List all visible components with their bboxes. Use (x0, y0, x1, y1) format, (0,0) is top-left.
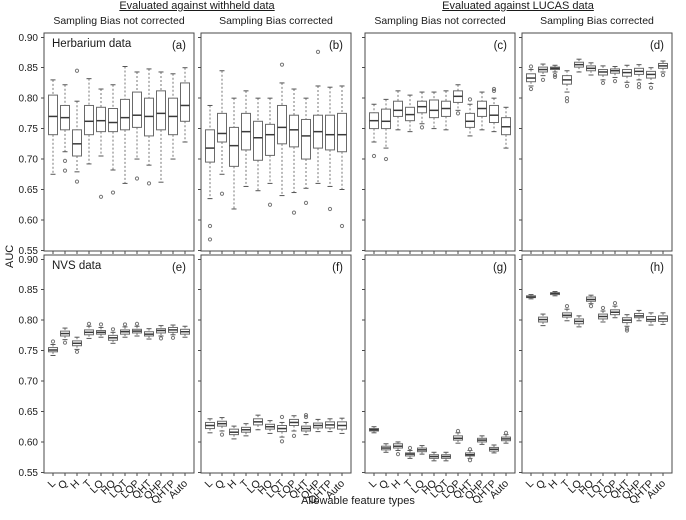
svg-text:H: H (389, 478, 403, 492)
svg-text:(c): (c) (494, 40, 508, 52)
svg-text:(d): (d) (650, 40, 664, 52)
svg-text:0.70: 0.70 (19, 155, 39, 166)
svg-text:0.90: 0.90 (19, 255, 39, 266)
svg-text:0.55: 0.55 (19, 468, 39, 479)
svg-text:Q: Q (377, 478, 391, 492)
svg-text:0.75: 0.75 (19, 124, 39, 135)
svg-text:(a): (a) (172, 40, 186, 52)
group-header-withheld: Evaluated against withheld data (119, 0, 275, 12)
group-header-lucas: Evaluated against LUCAS data (442, 0, 594, 12)
svg-text:(f): (f) (332, 262, 343, 274)
svg-text:Q: Q (534, 478, 548, 492)
panel-b: (b) (198, 32, 352, 254)
column-header-a: Sampling Bias not corrected (53, 15, 185, 27)
svg-text:(b): (b) (329, 40, 343, 52)
svg-text:(h): (h) (650, 262, 664, 274)
row-label-nvs: NVS data (52, 260, 102, 272)
row-label-herbarium: Herbarium data (52, 38, 132, 50)
svg-text:0.85: 0.85 (19, 63, 39, 74)
svg-text:H: H (68, 478, 82, 492)
svg-text:0.55: 0.55 (19, 246, 39, 257)
svg-text:Q: Q (56, 478, 70, 492)
panel-e: 0.900.850.800.750.700.650.600.55LQHTLQHQ… (19, 254, 195, 507)
svg-text:H: H (546, 478, 560, 492)
svg-text:(e): (e) (172, 262, 186, 274)
x-axis-title: Allowable feature types (301, 495, 415, 507)
svg-text:0.75: 0.75 (19, 346, 39, 357)
svg-text:Q: Q (213, 478, 227, 492)
svg-text:0.90: 0.90 (19, 33, 39, 44)
column-header-c: Sampling Bias not corrected (374, 15, 506, 27)
column-header-b: Sampling Bias corrected (219, 15, 333, 27)
y-axis-title: AUC (4, 244, 16, 268)
svg-text:0.80: 0.80 (19, 94, 39, 105)
svg-text:0.70: 0.70 (19, 377, 39, 388)
svg-text:0.85: 0.85 (19, 285, 39, 296)
svg-text:0.65: 0.65 (19, 407, 39, 418)
svg-text:0.80: 0.80 (19, 316, 39, 327)
panel-a: 0.90 0.85 0.80 0.75 0.70 0.65 0.60 0.55 (a) (19, 32, 195, 257)
panel-c: (c) (362, 32, 516, 254)
svg-text:0.65: 0.65 (19, 185, 39, 196)
svg-text:0.60: 0.60 (19, 437, 39, 448)
svg-text:H: H (225, 478, 239, 492)
column-header-d: Sampling Bias corrected (540, 15, 654, 27)
svg-text:0.60: 0.60 (19, 215, 39, 226)
svg-text:(g): (g) (493, 262, 507, 274)
panel-d: (d) (519, 32, 673, 254)
